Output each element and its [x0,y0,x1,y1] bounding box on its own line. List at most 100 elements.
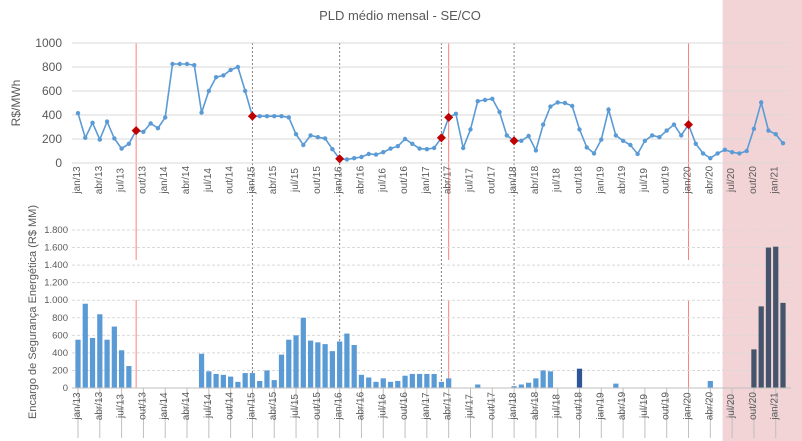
x-tick-label: abr/20 [704,391,715,420]
pld-point [744,148,749,154]
x-tick-label: jul/19 [639,394,650,419]
pld-point [773,132,778,137]
pld-point [388,146,393,151]
ess-bar [278,354,285,388]
pld-point [402,136,408,142]
y-tick-label: 800 [52,313,68,324]
pld-point [213,75,219,80]
pld-point [737,151,742,156]
pld-point [657,135,662,140]
pld-point [104,119,110,124]
pld-point [199,110,204,115]
pld-point [526,133,531,139]
x-tick-label: jul/15 [290,394,301,419]
x-tick-label: abr/18 [530,391,541,420]
x-tick-label: jan/21 [770,392,781,421]
x-tick-label: out/17 [486,392,497,420]
ess-bar [315,342,321,388]
y-tick-label: 0 [55,156,62,170]
x-tick-label: abr/13 [94,391,105,420]
ess-bar [329,351,335,388]
ess-bar [126,366,132,388]
highlight-marker [683,120,694,130]
pld-point [264,114,270,119]
ess-bar [613,383,619,388]
pld-point [228,67,233,73]
x-tick-label: abr/16 [355,165,366,194]
ess-bar [358,374,365,388]
pld-line-chart: PLD médio mensal - SE/CO R$/MWh 0 200 400 6… [9,8,789,195]
ess-bar [228,376,234,388]
pld-point [664,128,669,133]
ess-bar [111,326,117,388]
ess-bar [475,384,481,388]
ess-bar [242,373,248,388]
y-tick-label: 1.200 [44,278,68,289]
pld-point [395,144,400,149]
pld-point [344,157,350,162]
pld-point [163,115,168,120]
pld-point [490,96,495,102]
ess-bar [198,353,205,388]
ess-bar [576,368,583,388]
x-tick-label: jan/20 [683,166,694,195]
x-tick-label: jan/21 [770,166,781,195]
pld-point [83,135,88,140]
ess-bar [104,339,110,388]
pld-point [373,152,379,157]
x-tick-label: abr/13 [94,165,105,194]
pld-point [540,122,546,127]
x-tick-label: jan/13 [72,166,83,195]
pld-point [322,136,328,141]
y-tick-label: 200 [42,132,62,146]
ess-bar [416,373,423,388]
x-tick-label: jan/13 [72,392,83,421]
pld-point [758,100,764,105]
pld-point [591,151,597,156]
pld-point [170,61,175,67]
pld-point [606,107,611,112]
ess-bar [206,371,212,388]
pld-point [279,114,284,119]
x-tick-label: jan/18 [508,392,519,421]
ess-bars [72,246,791,389]
x-tick-label: out/20 [748,392,759,420]
ess-bar [300,317,306,388]
x-tick-label: out/15 [312,166,323,194]
pld-point [620,138,626,143]
ess-bar [773,246,779,388]
pld-point [751,126,757,131]
x-tick-label: jul/20 [726,168,737,193]
ess-bar [780,302,786,388]
ess-bar [424,373,430,388]
ess-bar [707,380,713,388]
y-tick-label: 600 [42,84,62,98]
ess-bar [337,341,343,388]
ess-bar [518,384,524,388]
x-tick-label: abr/14 [181,391,192,420]
y-tick-label: 400 [42,108,62,122]
x-tick-label: abr/20 [704,165,715,194]
ess-bar [758,306,764,388]
ess-bar [307,340,314,388]
x-tick-label: jul/14 [203,394,214,419]
x-tick-label: abr/19 [617,391,628,420]
pld-point [584,145,589,150]
pld-point [410,141,415,146]
x-tick-label: jul/16 [377,394,388,419]
pld-point [461,145,466,151]
ess-y-tick-labels: 0 200 400 600 800 1.000 1.200 1.400 1.600 1.800 [44,225,68,394]
x-tick-label: abr/19 [617,165,628,194]
pld-point [235,64,241,70]
ess-bar [220,374,226,388]
pld-point [148,121,153,126]
ess-bar [380,378,386,388]
ess-bar [89,337,96,388]
x-tick-label: jan/15 [246,392,257,421]
x-tick-label: jan/19 [595,166,606,195]
x-tick-label: abr/15 [268,165,279,194]
y-tick-label: 1000 [35,36,62,50]
pld-point [468,127,473,132]
pld-point [722,147,728,152]
pld-point [177,61,182,67]
